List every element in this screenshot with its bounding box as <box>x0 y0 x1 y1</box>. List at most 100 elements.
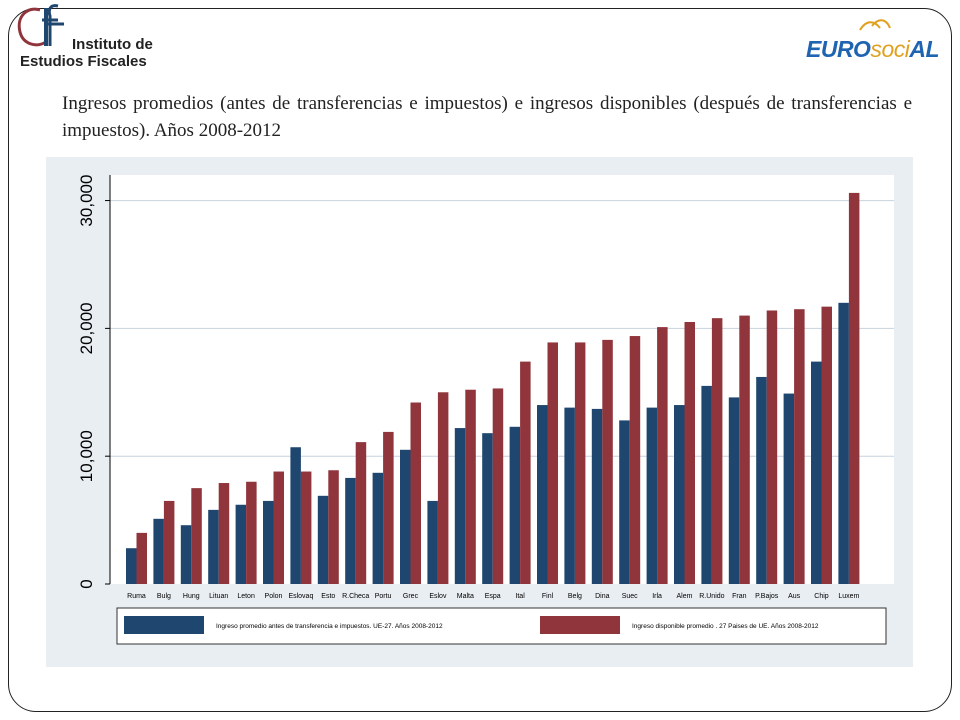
x-tick-label: Grec <box>403 593 419 600</box>
eurosocial-part2: soci <box>870 36 910 62</box>
eurosocial-part3: AL <box>909 36 940 62</box>
bar-series2 <box>383 431 394 584</box>
ief-logo-mark <box>17 4 64 47</box>
legend-label-series1: Ingreso promedio antes de transferencia … <box>216 623 443 630</box>
bar-series1 <box>180 525 192 584</box>
bar-series1 <box>811 361 822 584</box>
x-tick-label: Esto <box>321 593 335 600</box>
bar-series2 <box>273 471 284 584</box>
bar-series1 <box>208 509 219 584</box>
bar-series1 <box>646 407 658 584</box>
x-tick-label: Lituan <box>209 593 228 600</box>
bar-series2 <box>328 470 339 584</box>
bar-series2 <box>848 192 860 585</box>
x-tick-label: Hung <box>183 593 200 600</box>
bar-series2 <box>355 442 367 584</box>
bar-series1 <box>427 500 438 584</box>
x-tick-label: Ruma <box>127 593 146 600</box>
x-tick-label: R.Unido <box>699 593 724 600</box>
bar-series2 <box>684 321 695 584</box>
y-tick-label: 30,000 <box>77 175 96 227</box>
slide-title: Ingresos promedios (antes de transferenc… <box>62 93 912 141</box>
ief-logo: Instituto de Estudios Fiscales <box>10 2 170 72</box>
bar-series2 <box>437 392 449 584</box>
bar-series1 <box>153 518 164 584</box>
bar-series1 <box>756 376 767 584</box>
bar-series2 <box>246 481 257 584</box>
bar-series2 <box>739 315 750 584</box>
x-tick-label: Aus <box>788 593 801 600</box>
x-tick-label: Polon <box>265 593 283 600</box>
bar-series1 <box>838 302 849 584</box>
x-tick-label: Leton <box>237 593 255 600</box>
bar-series2 <box>218 483 230 584</box>
bar-series2 <box>163 500 175 584</box>
bar-series2 <box>465 389 476 584</box>
bar-series1 <box>674 405 685 584</box>
y-tick-label: 0 <box>77 579 96 588</box>
legend-swatch-series1 <box>124 616 204 634</box>
x-tick-label: Portu <box>375 593 392 600</box>
bar-series2 <box>410 402 421 584</box>
x-tick-label: Ital <box>515 593 525 600</box>
bar-series2 <box>574 342 586 584</box>
bar-series2 <box>602 339 613 584</box>
ief-logo-line2: Estudios Fiscales <box>20 53 147 70</box>
bar-series1 <box>509 426 521 584</box>
x-tick-label: Irla <box>652 593 662 600</box>
x-tick-label: Fran <box>732 593 747 600</box>
bar-series1 <box>263 500 274 584</box>
bar-series2 <box>821 306 832 584</box>
x-tick-label: P.Bajos <box>755 593 779 600</box>
bar-series1 <box>591 408 603 584</box>
bar-series1 <box>454 428 466 584</box>
bar-series2 <box>191 488 202 584</box>
bar-series2 <box>711 318 723 584</box>
bar-series1 <box>537 405 548 584</box>
x-tick-label: R.Checa <box>342 593 369 600</box>
bar-series2 <box>657 327 668 584</box>
bar-series1 <box>317 495 329 584</box>
bar-series1 <box>564 407 575 584</box>
eurosocial-logo: EUROsociAL <box>800 19 940 67</box>
chart-panel: 0 10,000 20,000 30,000 Ruma Bulg Hung Lituan Let… <box>46 157 913 667</box>
x-tick-label: Belg <box>568 593 582 600</box>
bar-series1 <box>290 447 301 584</box>
x-tick-label: Espa <box>485 593 501 600</box>
x-tick-label: Suec <box>622 593 638 600</box>
bar-series1 <box>701 385 712 584</box>
x-tick-label: Luxem <box>838 593 859 600</box>
bar-chart: 0 10,000 20,000 30,000 Ruma Bulg Hung Lituan Let… <box>77 175 894 645</box>
bar-series1 <box>783 393 795 584</box>
bar-series2 <box>520 361 531 584</box>
eurosocial-part1: EURO <box>806 36 871 62</box>
bar-series1 <box>345 477 356 584</box>
x-tick-label: Bulg <box>157 593 171 600</box>
x-tick-label: Malta <box>457 593 474 600</box>
y-tick-label: 10,000 <box>77 430 96 482</box>
bar-series2 <box>136 532 147 584</box>
bar-series1 <box>372 472 384 584</box>
bar-series1 <box>619 420 630 584</box>
x-tick-label: Eslov <box>429 593 447 600</box>
eurosocial-logo-text: EUROsociAL <box>806 36 940 63</box>
y-tick-label: 20,000 <box>77 302 96 354</box>
bar-series2 <box>300 471 312 584</box>
bar-series2 <box>629 336 641 584</box>
ief-logo-line1: Instituto de <box>72 36 153 53</box>
bar-series1 <box>126 548 137 584</box>
bar-series1 <box>728 397 740 584</box>
bar-series2 <box>794 309 805 584</box>
x-tick-label: Dina <box>595 593 610 600</box>
bar-series2 <box>766 310 778 584</box>
legend-label-series2: Ingreso disponible promedio . 27 Paises … <box>632 623 819 630</box>
eurosocial-hands-icon <box>859 19 891 31</box>
x-tick-label: Alem <box>677 593 693 600</box>
bar-series2 <box>492 388 504 584</box>
bar-series1 <box>235 504 247 584</box>
legend-box <box>116 607 887 645</box>
x-tick-label: Eslovaq <box>288 593 313 600</box>
x-tick-label: Chip <box>814 593 829 600</box>
bar-series2 <box>547 342 558 584</box>
bar-series1 <box>400 449 411 584</box>
